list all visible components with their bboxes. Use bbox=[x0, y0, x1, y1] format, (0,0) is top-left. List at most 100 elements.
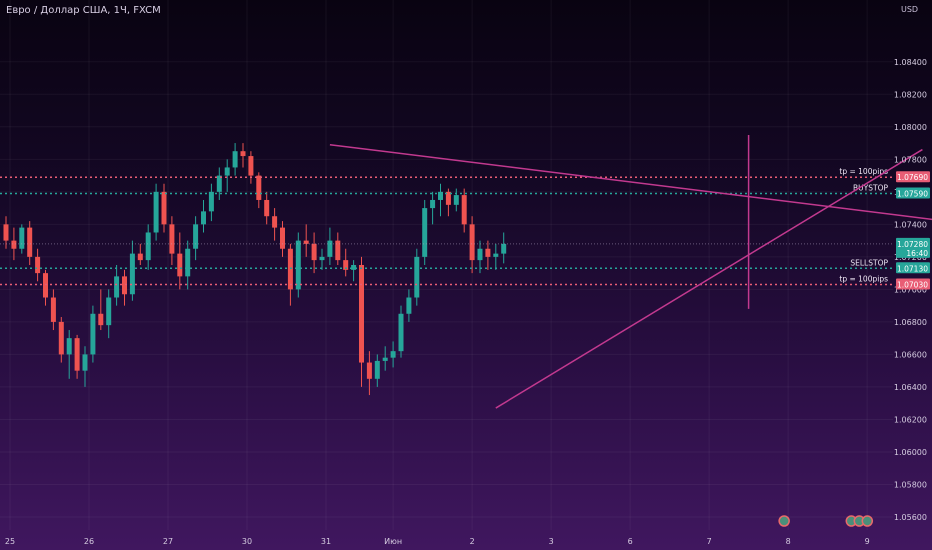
candle-body[interactable] bbox=[501, 243, 507, 254]
candle-body[interactable] bbox=[493, 253, 499, 257]
time-tick-label: 3 bbox=[549, 537, 554, 546]
price-tick-label: 1.06000 bbox=[894, 448, 927, 457]
trendline-ascending[interactable] bbox=[495, 148, 923, 409]
candle-body[interactable] bbox=[161, 191, 167, 225]
candle-body[interactable] bbox=[485, 248, 491, 257]
candle-body[interactable] bbox=[114, 276, 120, 298]
level-sellstop-tag-bg bbox=[896, 262, 930, 274]
level-annotation-tp-upper: tp = 100pips bbox=[839, 167, 888, 176]
event-marker-icon[interactable] bbox=[778, 515, 790, 527]
candle-body[interactable] bbox=[359, 265, 364, 363]
candle-body[interactable] bbox=[477, 248, 483, 261]
candle-body[interactable] bbox=[240, 151, 246, 157]
candle-body[interactable] bbox=[248, 156, 254, 176]
price-tick-label: 1.08200 bbox=[894, 90, 927, 99]
candle-body[interactable] bbox=[74, 338, 80, 371]
chart-title: Евро / Доллар США, 1Ч, FXCM bbox=[6, 5, 161, 16]
candle-body[interactable] bbox=[137, 253, 143, 261]
candle-body[interactable] bbox=[264, 199, 270, 217]
candle-body[interactable] bbox=[27, 227, 33, 257]
candle-body[interactable] bbox=[106, 297, 112, 326]
time-tick-label: 30 bbox=[242, 537, 252, 546]
time-tick-label: 7 bbox=[707, 537, 712, 546]
current-price-tag-label: 1.07280 bbox=[897, 240, 928, 249]
candle-body[interactable] bbox=[287, 248, 293, 290]
candle-body[interactable] bbox=[50, 297, 56, 322]
candle-body[interactable] bbox=[445, 191, 451, 205]
candle-body[interactable] bbox=[382, 357, 388, 361]
time-tick-label: 31 bbox=[321, 537, 331, 546]
price-tick-label: 1.07800 bbox=[894, 155, 927, 164]
candle-body[interactable] bbox=[58, 321, 64, 355]
candle-body[interactable] bbox=[43, 273, 48, 298]
candle-body[interactable] bbox=[129, 253, 135, 295]
level-buystop-tag-bg bbox=[896, 187, 930, 199]
candle-body[interactable] bbox=[169, 224, 175, 254]
candle-body[interactable] bbox=[351, 265, 357, 270]
candle-body[interactable] bbox=[295, 240, 301, 290]
time-tick-label: Июн bbox=[384, 537, 402, 546]
price-tick-label: 1.08000 bbox=[894, 123, 927, 132]
price-tick-label: 1.08400 bbox=[894, 58, 927, 67]
candle-body[interactable] bbox=[272, 216, 278, 228]
price-tick-label: 1.07400 bbox=[894, 220, 927, 229]
level-tp-lower-tag-label: 1.07030 bbox=[897, 281, 928, 290]
candle-body[interactable] bbox=[90, 313, 96, 355]
candle-body[interactable] bbox=[145, 232, 151, 261]
candle-body[interactable] bbox=[11, 240, 17, 249]
candle-body[interactable] bbox=[177, 253, 183, 277]
current-price-tag-countdown: 16:40 bbox=[906, 249, 928, 258]
level-annotation-buystop: BUYSTOP bbox=[853, 183, 888, 192]
level-annotation-sellstop: SELLSTOP bbox=[850, 258, 888, 267]
candle-body[interactable] bbox=[122, 276, 127, 295]
current-price-tag-bg bbox=[896, 237, 930, 258]
candle-body[interactable] bbox=[319, 256, 325, 261]
candle-body[interactable] bbox=[430, 199, 436, 209]
candle-body[interactable] bbox=[208, 191, 214, 212]
candle-body[interactable] bbox=[311, 243, 317, 261]
candle-body[interactable] bbox=[366, 362, 372, 379]
candle-body[interactable] bbox=[453, 195, 459, 205]
candle-body[interactable] bbox=[232, 151, 238, 168]
candle-body[interactable] bbox=[201, 211, 206, 225]
price-tick-label: 1.07000 bbox=[894, 285, 927, 294]
time-tick-label: 2 bbox=[470, 537, 475, 546]
candle-body[interactable] bbox=[327, 240, 333, 257]
candle-body[interactable] bbox=[422, 208, 428, 257]
level-tp-lower-tag-bg bbox=[896, 278, 930, 290]
time-tick-label: 6 bbox=[628, 537, 633, 546]
candle-body[interactable] bbox=[224, 167, 230, 176]
time-tick-label: 8 bbox=[786, 537, 791, 546]
candle-body[interactable] bbox=[280, 227, 285, 249]
candle-body[interactable] bbox=[461, 195, 467, 225]
event-marker-icon[interactable] bbox=[861, 515, 874, 527]
candle-body[interactable] bbox=[35, 256, 41, 274]
candle-body[interactable] bbox=[398, 313, 404, 352]
level-tp-upper-tag-label: 1.07690 bbox=[897, 173, 928, 182]
candle-body[interactable] bbox=[469, 224, 475, 261]
candle-body[interactable] bbox=[335, 240, 341, 261]
candle-body[interactable] bbox=[185, 248, 191, 277]
candle-body[interactable] bbox=[438, 191, 443, 200]
candle-body[interactable] bbox=[3, 224, 9, 241]
candle-body[interactable] bbox=[19, 227, 25, 249]
candle-body[interactable] bbox=[66, 338, 72, 355]
candle-body[interactable] bbox=[374, 360, 380, 379]
candle-body[interactable] bbox=[256, 175, 262, 200]
candle-body[interactable] bbox=[390, 351, 396, 358]
candle-body[interactable] bbox=[343, 260, 349, 270]
price-tick-label: 1.06600 bbox=[894, 350, 927, 359]
candle-body[interactable] bbox=[216, 175, 222, 192]
candle-body[interactable] bbox=[153, 191, 159, 233]
time-tick-label: 25 bbox=[5, 537, 15, 546]
candle-body[interactable] bbox=[406, 297, 412, 314]
candle-body[interactable] bbox=[98, 313, 104, 326]
candle-body[interactable] bbox=[193, 224, 199, 249]
candle-body[interactable] bbox=[303, 240, 309, 244]
level-annotation-tp-lower: tp = 100pips bbox=[839, 275, 888, 284]
candle-body[interactable] bbox=[414, 256, 420, 298]
trendline-descending[interactable] bbox=[329, 143, 932, 226]
candle-body[interactable] bbox=[82, 354, 88, 371]
